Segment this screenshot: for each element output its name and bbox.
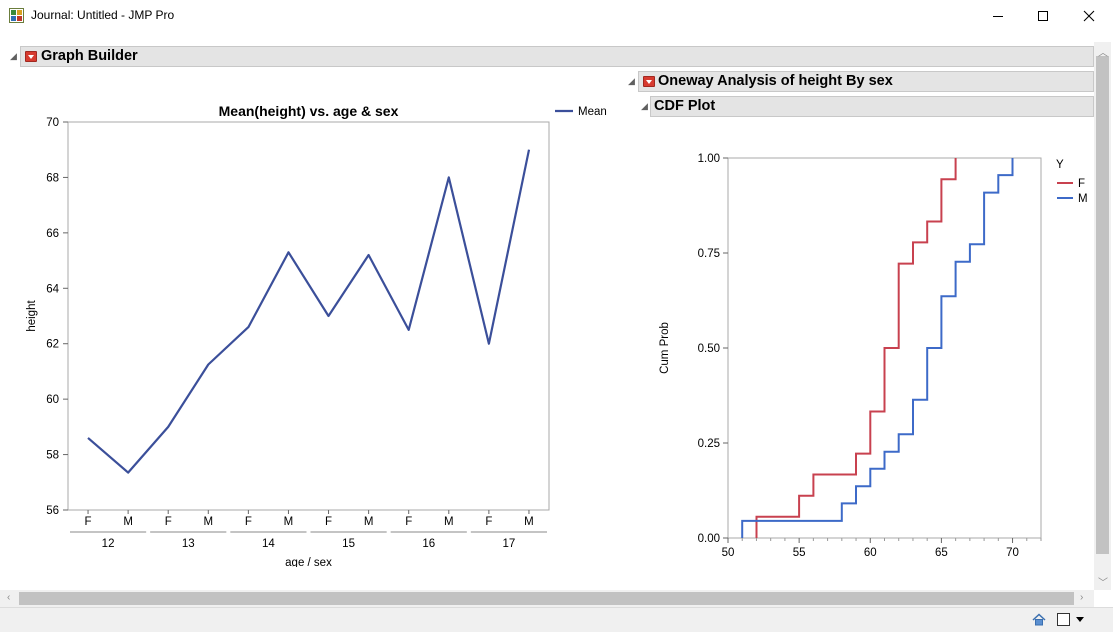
journal-content: ◢ Graph Builder Mean(height) vs. age & s… [0, 31, 1113, 590]
cdf-legend-label-f: F [1078, 178, 1085, 190]
x-axis-label: age / sex [285, 557, 332, 567]
y-tick-label: 70 [46, 117, 59, 129]
x-tick-label: M [203, 516, 213, 528]
y-tick-label: 56 [46, 505, 59, 517]
cdf-step-line-f [755, 158, 957, 538]
y-tick-label: 62 [46, 339, 59, 351]
plot-frame [67, 121, 550, 511]
y-tick-label: 68 [46, 172, 59, 184]
y-tick-label: 66 [46, 228, 59, 240]
title-bar: Journal: Untitled - JMP Pro [0, 0, 1113, 31]
cdf-legend-label-m: M [1078, 193, 1088, 205]
x-tick-label: M [123, 516, 133, 528]
cdf-legend-title: Y [1056, 159, 1064, 171]
x-group-label: 12 [102, 538, 115, 550]
x-group-label: 14 [262, 538, 275, 550]
cdf-x-tick-label: 50 [722, 547, 735, 559]
minimize-icon [993, 15, 1003, 17]
cdf-x-tick-label: 55 [793, 547, 806, 559]
close-icon [1083, 10, 1095, 21]
graph-builder-title: Graph Builder [41, 48, 138, 64]
scroll-left-icon[interactable]: ‹ [7, 592, 11, 603]
cdf-x-tick-label: 60 [864, 547, 877, 559]
y-tick-label: 58 [46, 450, 59, 462]
cdf-y-tick-label: 0.25 [698, 438, 720, 450]
close-button[interactable] [1066, 0, 1112, 31]
window-title: Journal: Untitled - JMP Pro [31, 8, 175, 22]
x-group-label: 16 [422, 538, 435, 550]
oneway-header [638, 71, 1094, 92]
maximize-button[interactable] [1020, 0, 1066, 31]
graph-builder-disclosure-icon[interactable]: ◢ [10, 51, 17, 61]
graph-builder-chart: Mean(height) vs. age & sex 56 58 60 62 64 66 68… [26, 103, 607, 567]
x-tick-label: M [524, 516, 534, 528]
x-tick-label: F [485, 516, 492, 528]
x-tick-label: M [444, 516, 454, 528]
cdf-disclosure-icon[interactable]: ◢ [641, 101, 648, 111]
x-tick-label: F [85, 516, 92, 528]
oneway-title: Oneway Analysis of height By sex [658, 73, 893, 89]
x-tick-label: F [245, 516, 252, 528]
y-tick-label: 60 [46, 394, 59, 406]
x-group-label: 13 [182, 538, 195, 550]
status-bar [0, 607, 1113, 632]
cdf-y-tick-label: 0.50 [698, 343, 720, 355]
window-list-icon[interactable] [1057, 613, 1087, 626]
x-group-label: 17 [503, 538, 516, 550]
cdf-y-tick-label: 0.75 [698, 248, 720, 260]
minimize-button[interactable] [975, 0, 1021, 31]
x-tick-label: F [165, 516, 172, 528]
scroll-up-icon[interactable]: ︿ [1098, 48, 1108, 59]
series-line-mean [87, 149, 531, 474]
x-tick-label: M [284, 516, 294, 528]
oneway-disclosure-icon[interactable]: ◢ [628, 76, 635, 86]
chart-title: Mean(height) vs. age & sex [219, 103, 399, 119]
cdf-x-tick-label: 70 [1006, 547, 1019, 559]
cdf-plot-title: CDF Plot [654, 98, 716, 114]
maximize-icon [1038, 10, 1048, 21]
cdf-y-tick-label: 0.00 [698, 533, 720, 545]
x-group-label: 15 [342, 538, 355, 550]
cdf-step-line-m [741, 158, 1014, 538]
x-tick-label: F [405, 516, 412, 528]
graph-builder-header [20, 46, 1094, 67]
cdf-x-tick-label: 65 [935, 547, 948, 559]
home-icon[interactable] [1032, 613, 1046, 626]
cdf-y-axis-label: Cum Prob [659, 322, 671, 374]
jmp-journal-icon [9, 8, 24, 23]
cdf-plot-header [650, 96, 1094, 117]
scroll-right-icon[interactable]: › [1080, 592, 1084, 603]
x-tick-label: F [325, 516, 332, 528]
horizontal-scroll-thumb[interactable] [19, 592, 1074, 605]
vertical-scroll-thumb[interactable] [1096, 56, 1109, 554]
cdf-y-tick-label: 1.00 [698, 153, 720, 165]
scroll-down-icon[interactable]: ﹀ [1098, 578, 1108, 589]
legend-label-mean: Mean [578, 106, 607, 118]
y-tick-label: 64 [46, 283, 59, 295]
x-tick-label: M [364, 516, 374, 528]
oneway-red-triangle-menu[interactable] [643, 76, 655, 87]
y-axis-label: height [26, 300, 38, 332]
graph-builder-red-triangle-menu[interactable] [25, 51, 37, 62]
